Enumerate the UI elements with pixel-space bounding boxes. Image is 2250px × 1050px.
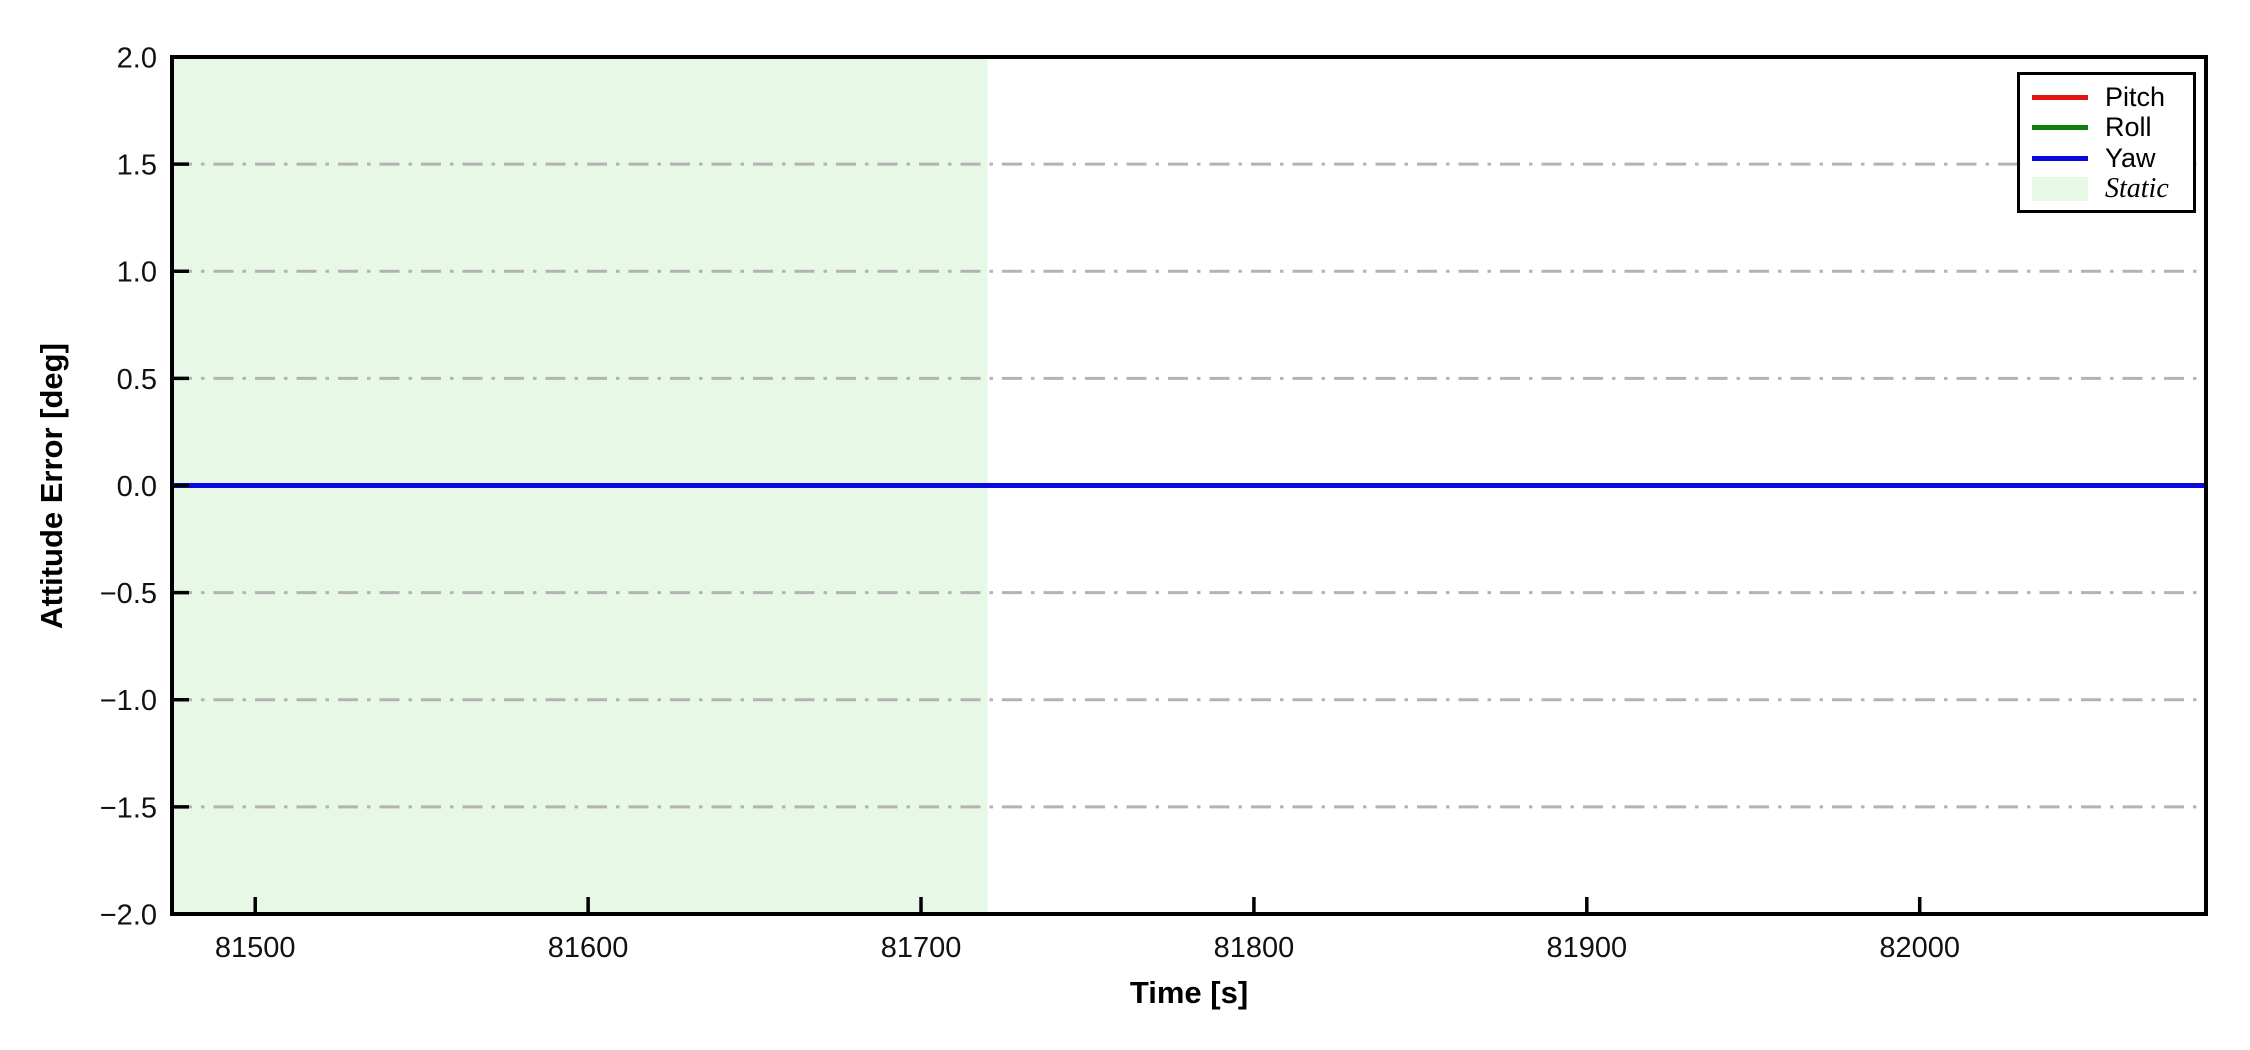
legend: Pitch Roll Yaw Static <box>2017 72 2196 213</box>
x-tick-label: 81700 <box>881 932 962 964</box>
legend-label: Roll <box>2105 112 2152 143</box>
legend-label: Pitch <box>2105 81 2166 112</box>
y-tick-label: 0.5 <box>117 364 157 396</box>
x-tick-label: 81800 <box>1214 932 1295 964</box>
legend-entry-static: Static <box>2032 174 2183 204</box>
x-tick-label: 81600 <box>548 932 629 964</box>
legend-label: Static <box>2105 172 2169 204</box>
x-tick-label: 81900 <box>1546 932 1627 964</box>
legend-entry-roll: Roll <box>2032 113 2183 143</box>
legend-line-swatch-roll <box>2032 125 2088 131</box>
y-tick-label: 0.0 <box>117 471 157 503</box>
x-axis-label: Time [s] <box>1129 975 1249 1010</box>
y-tick-label: −2.0 <box>100 899 157 931</box>
y-axis-label: Attitude Error [deg] <box>34 343 69 629</box>
y-tick-label: 1.0 <box>117 257 157 289</box>
legend-label: Yaw <box>2105 142 2156 173</box>
legend-line-swatch-pitch <box>2032 94 2088 100</box>
legend-line-swatch-yaw <box>2032 155 2088 161</box>
x-tick-label: 81500 <box>215 932 296 964</box>
legend-entry-yaw: Yaw <box>2032 143 2183 173</box>
x-tick-label: 82000 <box>1879 932 1960 964</box>
axes-border <box>170 55 2208 916</box>
legend-entry-pitch: Pitch <box>2032 82 2183 112</box>
legend-patch-swatch-static <box>2032 176 2088 201</box>
y-tick-label: −1.5 <box>100 792 157 824</box>
y-tick-label: −1.0 <box>100 685 157 717</box>
y-tick-label: 2.0 <box>117 42 157 74</box>
y-tick-label: −0.5 <box>100 578 157 610</box>
y-tick-label: 1.5 <box>117 150 157 182</box>
